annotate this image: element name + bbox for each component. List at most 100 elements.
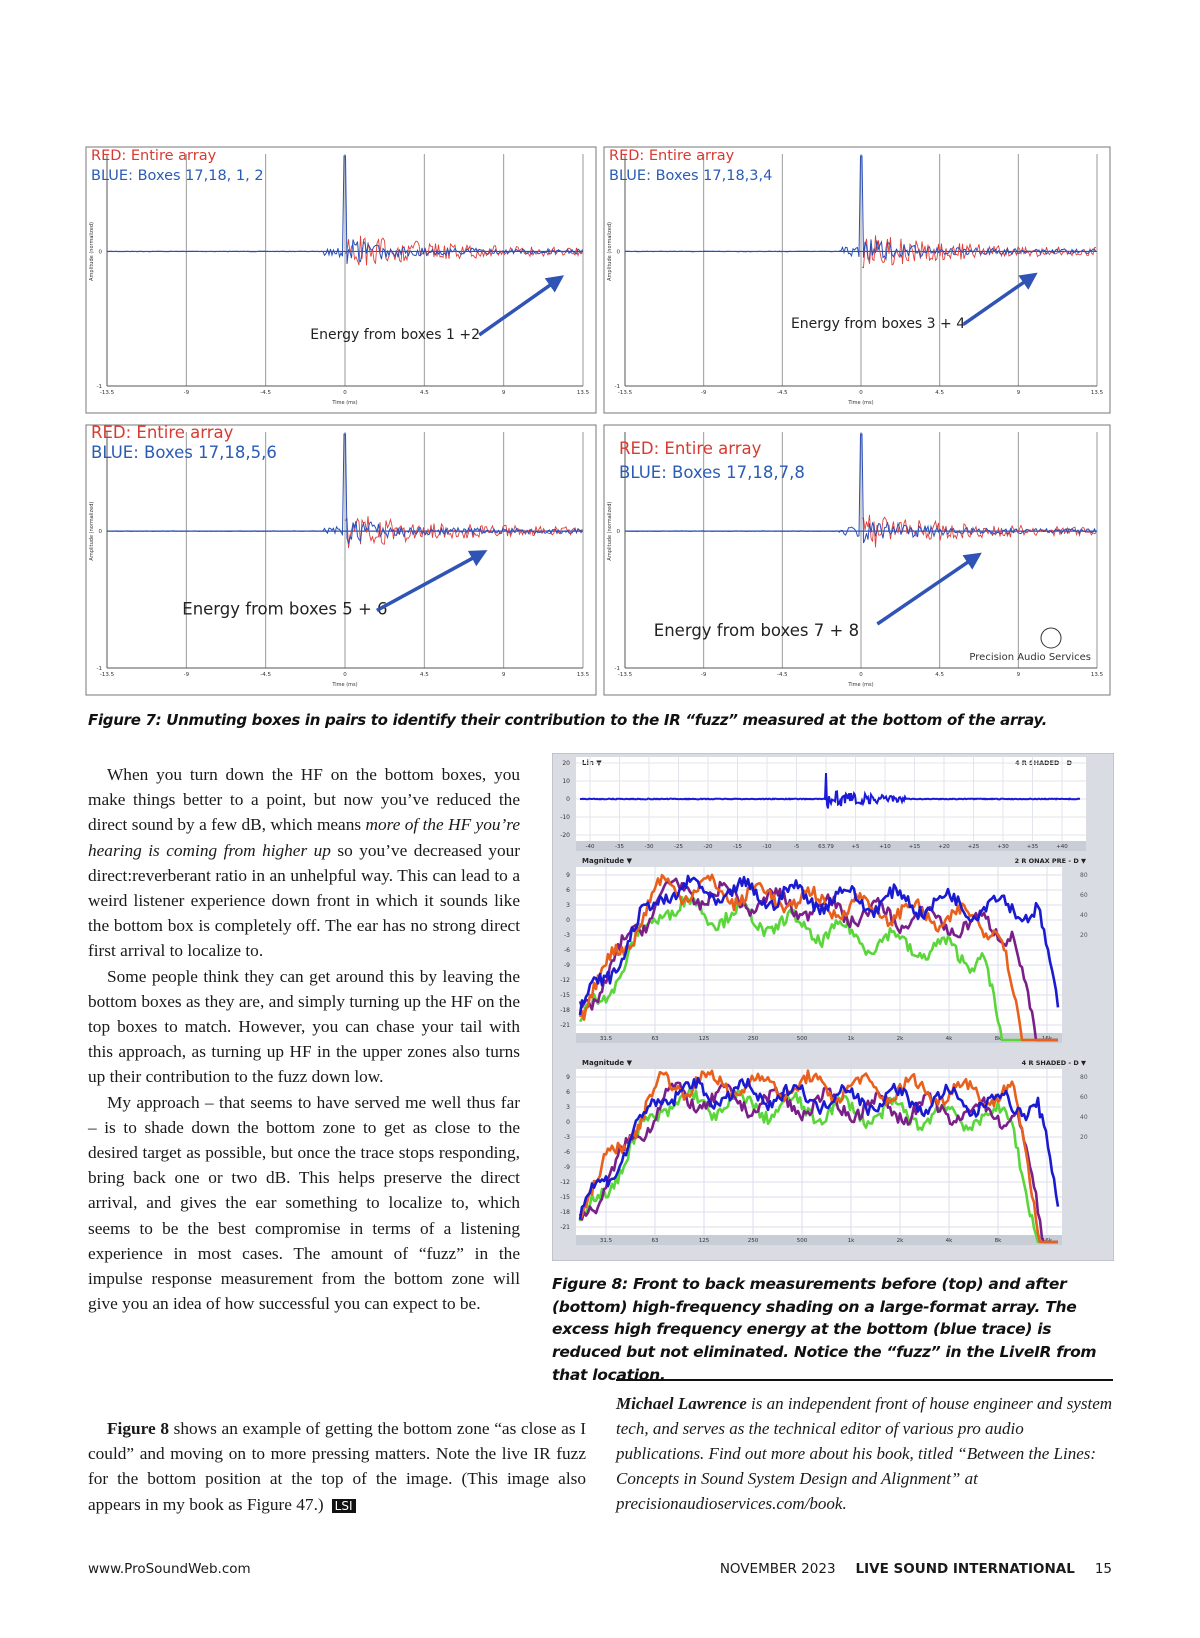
strip-x-tick: -15 xyxy=(733,844,742,850)
time-tick-label: 9 xyxy=(502,390,506,396)
magazine: LIVE SOUND INTERNATIONAL xyxy=(855,1561,1075,1577)
legend-red: RED: Entire array xyxy=(609,148,735,164)
strip-x-tick: +35 xyxy=(1027,844,1039,850)
waveform-blue xyxy=(625,433,1097,544)
frequency-tick: 250 xyxy=(748,1036,759,1042)
frequency-tick: 31.5 xyxy=(600,1238,613,1244)
frequency-tick: 1k xyxy=(848,1036,855,1042)
panel-frame xyxy=(603,146,1111,414)
magnitude-tick: 9 xyxy=(566,1074,570,1081)
time-tick-label: -9 xyxy=(184,390,190,396)
magnitude-tick: 3 xyxy=(566,1104,570,1111)
panel-frame xyxy=(85,424,597,696)
amplitude-axis-label: Amplitude (normalized) xyxy=(607,222,613,281)
author-name: Michael Lawrence xyxy=(616,1394,747,1413)
time-tick-label: 4.5 xyxy=(420,672,429,678)
strip-x-tick: +30 xyxy=(997,844,1009,850)
strip-x-tick: 63.79 xyxy=(818,844,834,850)
time-tick-label: 4.5 xyxy=(935,390,944,396)
frequency-tick: 2k xyxy=(897,1238,904,1244)
magnitude-tick: -15 xyxy=(560,1194,570,1201)
legend-blue: BLUE: Boxes 17,18,5,6 xyxy=(91,443,277,462)
time-axis-label: Time (ms) xyxy=(847,682,873,688)
logo-text: Precision Audio Services xyxy=(969,652,1091,663)
magnitude-tick: 3 xyxy=(566,902,570,909)
time-tick-label: 13.5 xyxy=(577,672,590,678)
time-tick-label: -9 xyxy=(184,672,190,678)
strip-x-tick: -5 xyxy=(794,844,800,850)
time-tick-label: 4.5 xyxy=(935,672,944,678)
waveform-red xyxy=(345,235,583,266)
right-tick: 40 xyxy=(1080,1114,1088,1121)
amplitude-tick-label: -1 xyxy=(97,384,102,390)
strip-x-tick: -35 xyxy=(615,844,624,850)
amplitude-tick-label: -1 xyxy=(97,666,102,672)
strip-x-tick: +15 xyxy=(909,844,921,850)
annotation-arrow xyxy=(962,272,1038,326)
frequency-tick: 500 xyxy=(797,1036,808,1042)
time-tick-label: 13.5 xyxy=(1091,672,1104,678)
frequency-tick: 125 xyxy=(699,1036,710,1042)
magnitude-tick: -18 xyxy=(560,1007,570,1014)
figure-7: -13.5 -9 -4.5 0 4.5 9 13.5 Time (ms) Amplitude (… xyxy=(85,146,1111,696)
frequency-tick: 8k xyxy=(995,1238,1002,1244)
rule xyxy=(616,1379,1113,1381)
legend-red: RED: Entire array xyxy=(619,439,762,458)
time-tick-label: -13.5 xyxy=(100,672,115,678)
annotation: Energy from boxes 5 + 6 xyxy=(182,599,387,618)
time-tick-label: -4.5 xyxy=(260,390,271,396)
panel-tag: 2 R ONAX PRE - D ▼ xyxy=(1015,857,1086,865)
frequency-tick: 4k xyxy=(946,1036,953,1042)
frequency-tick: 500 xyxy=(797,1238,808,1244)
page-number: 15 xyxy=(1094,1561,1112,1577)
time-tick-label: 0 xyxy=(343,672,347,678)
magnitude-tick: -9 xyxy=(564,1164,570,1171)
amplitude-axis-label: Amplitude (normalized) xyxy=(607,502,613,561)
annotation: Energy from boxes 7 + 8 xyxy=(654,621,859,640)
strip-y-tick: 10 xyxy=(562,778,570,785)
frequency-tick: 63 xyxy=(652,1036,659,1042)
strip-x-tick: -30 xyxy=(645,844,654,850)
frequency-tick: 250 xyxy=(748,1238,759,1244)
magnitude-tick: -15 xyxy=(560,992,570,999)
end-badge: LSI xyxy=(331,1498,356,1513)
time-tick-label: -13.5 xyxy=(618,390,633,396)
impulse-trace xyxy=(579,772,1081,809)
time-tick-label: -4.5 xyxy=(260,672,271,678)
text: shows an example of getting the bottom z… xyxy=(88,1419,586,1514)
amplitude-axis-label: Amplitude (normalized) xyxy=(89,222,95,281)
freq-axis-bg xyxy=(576,1235,1062,1245)
magnitude-trace xyxy=(578,874,1060,1016)
magnitude-trace xyxy=(578,873,1058,1042)
amplitude-tick-label: -1 xyxy=(615,666,620,672)
time-tick-label: -9 xyxy=(701,390,707,396)
time-tick-label: 9 xyxy=(1017,390,1021,396)
waveform-blue xyxy=(107,433,583,544)
amplitude-tick-label: 0 xyxy=(99,529,103,535)
paragraph: When you turn down the HF on the bottom … xyxy=(88,762,520,964)
magnitude-tick: -3 xyxy=(564,1134,570,1141)
time-tick-label: -9 xyxy=(701,672,707,678)
figure-7-caption: Figure 7: Unmuting boxes in pairs to ide… xyxy=(88,711,1048,729)
strip-x-tick: -20 xyxy=(704,844,713,850)
amplitude-tick-label: 0 xyxy=(617,529,621,535)
strip-axis-bg xyxy=(576,841,1086,851)
legend-blue: BLUE: Boxes 17,18,3,4 xyxy=(609,168,772,184)
strip-y-tick: -20 xyxy=(560,832,570,839)
magnitude-tick: -12 xyxy=(560,1179,570,1186)
magnitude-tick: -9 xyxy=(564,962,570,969)
strip-x-tick: +10 xyxy=(879,844,891,850)
panel-label: Magnitude ▼ xyxy=(582,1059,633,1067)
text: so you’ve decreased your direct:reverber… xyxy=(88,840,520,961)
paragraph: Some people think they can get around th… xyxy=(88,966,520,1087)
time-tick-label: 0 xyxy=(859,672,863,678)
time-tick-label: 13.5 xyxy=(1091,390,1104,396)
text: When you turn down the HF on the bottom … xyxy=(88,765,520,835)
right-tick: 20 xyxy=(1080,1134,1088,1141)
strip-x-tick: +25 xyxy=(968,844,980,850)
frequency-tick: 2k xyxy=(897,1036,904,1042)
time-tick-label: 9 xyxy=(1017,672,1021,678)
waveform-blue xyxy=(624,155,1097,261)
time-tick-label: -4.5 xyxy=(777,672,788,678)
